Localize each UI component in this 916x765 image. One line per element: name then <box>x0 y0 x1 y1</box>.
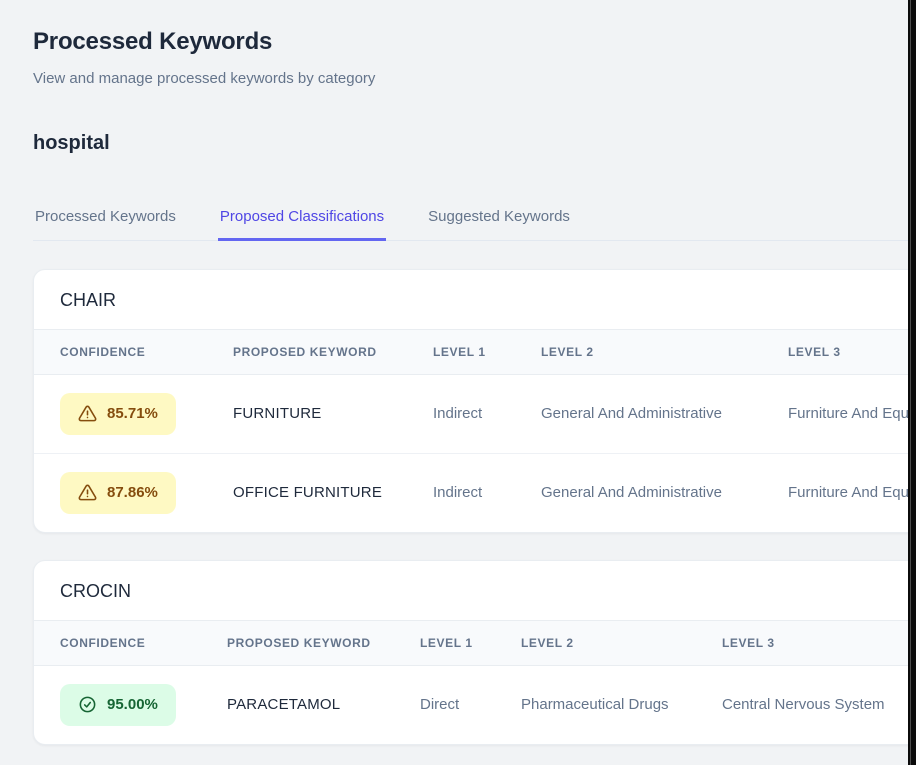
check-circle-icon <box>78 695 97 714</box>
column-header-level-1: LEVEL 1 <box>407 328 515 375</box>
level-3-cell: Furniture And Equi <box>762 452 916 532</box>
confidence-badge: 95.00% <box>60 683 176 726</box>
tab-processed-keywords[interactable]: Processed Keywords <box>35 207 176 225</box>
page-title: Processed Keywords <box>33 28 273 55</box>
tab-bar: Processed Keywords Proposed Classificati… <box>33 208 916 241</box>
confidence-value: 87.86% <box>107 483 158 501</box>
table-header-row: CONFIDENCE PROPOSED KEYWORD LEVEL 1 LEVE… <box>34 328 916 375</box>
level-1-cell: Direct <box>420 696 460 714</box>
confidence-badge: 87.86% <box>60 471 176 514</box>
proposed-keyword-cell: OFFICE FURNITURE <box>207 452 407 532</box>
proposed-keyword-cell: FURNITURE <box>233 405 322 423</box>
column-header-confidence: CONFIDENCE <box>34 619 201 666</box>
proposed-keyword-cell: PARACETAMOL <box>227 696 341 714</box>
column-header-level-3: LEVEL 3 <box>696 619 916 666</box>
warning-triangle-icon <box>78 404 97 423</box>
category-card-crocin: CROCIN CONFIDENCE PROPOSED KEYWORD LEVEL… <box>33 559 916 745</box>
column-header-confidence: CONFIDENCE <box>34 328 207 375</box>
classifications-table: CONFIDENCE PROPOSED KEYWORD LEVEL 1 LEVE… <box>34 619 916 744</box>
keyword-heading: hospital <box>33 131 110 154</box>
warning-triangle-icon <box>78 483 97 502</box>
card-title: CHAIR <box>60 289 117 310</box>
tab-suggested-keywords[interactable]: Suggested Keywords <box>428 207 570 225</box>
level-2-cell: General And Administrative <box>541 405 722 423</box>
classifications-table: CONFIDENCE PROPOSED KEYWORD LEVEL 1 LEVE… <box>34 328 916 532</box>
column-header-level-1: LEVEL 1 <box>394 619 495 666</box>
confidence-value: 95.00% <box>107 695 158 713</box>
column-header-level-2: LEVEL 2 <box>495 619 696 666</box>
table-header-row: CONFIDENCE PROPOSED KEYWORD LEVEL 1 LEVE… <box>34 619 916 666</box>
table-row: 85.71% FURNITURE Indirect General And Ad… <box>34 374 916 453</box>
level-1-cell: Indirect <box>433 405 483 423</box>
level-3-cell: Furniture And Equi <box>788 405 913 423</box>
main-content: Processed Keywords View and manage proce… <box>33 28 916 745</box>
column-header-proposed-keyword: PROPOSED KEYWORD <box>201 619 394 666</box>
column-header-level-2: LEVEL 2 <box>515 328 762 375</box>
column-header-proposed-keyword: PROPOSED KEYWORD <box>207 328 407 375</box>
window-edge-strip <box>908 0 916 765</box>
category-card-chair: CHAIR CONFIDENCE PROPOSED KEYWORD LEVEL … <box>33 268 916 533</box>
card-title: CROCIN <box>60 580 131 601</box>
confidence-value: 85.71% <box>107 404 158 422</box>
level-2-cell: General And Administrative <box>515 452 762 532</box>
table-row: 95.00% PARACETAMOL Direct Pharmaceutical… <box>34 665 916 744</box>
table-row: 87.86% OFFICE FURNITURE Indirect General… <box>34 452 916 532</box>
tab-proposed-classifications[interactable]: Proposed Classifications <box>217 208 387 241</box>
level-3-cell: Central Nervous System <box>722 696 885 714</box>
level-2-cell: Pharmaceutical Drugs <box>521 696 669 714</box>
page-subtitle: View and manage processed keywords by ca… <box>33 69 376 87</box>
level-1-cell: Indirect <box>407 452 515 532</box>
column-header-level-3: LEVEL 3 <box>762 328 916 375</box>
confidence-badge: 85.71% <box>60 392 176 435</box>
